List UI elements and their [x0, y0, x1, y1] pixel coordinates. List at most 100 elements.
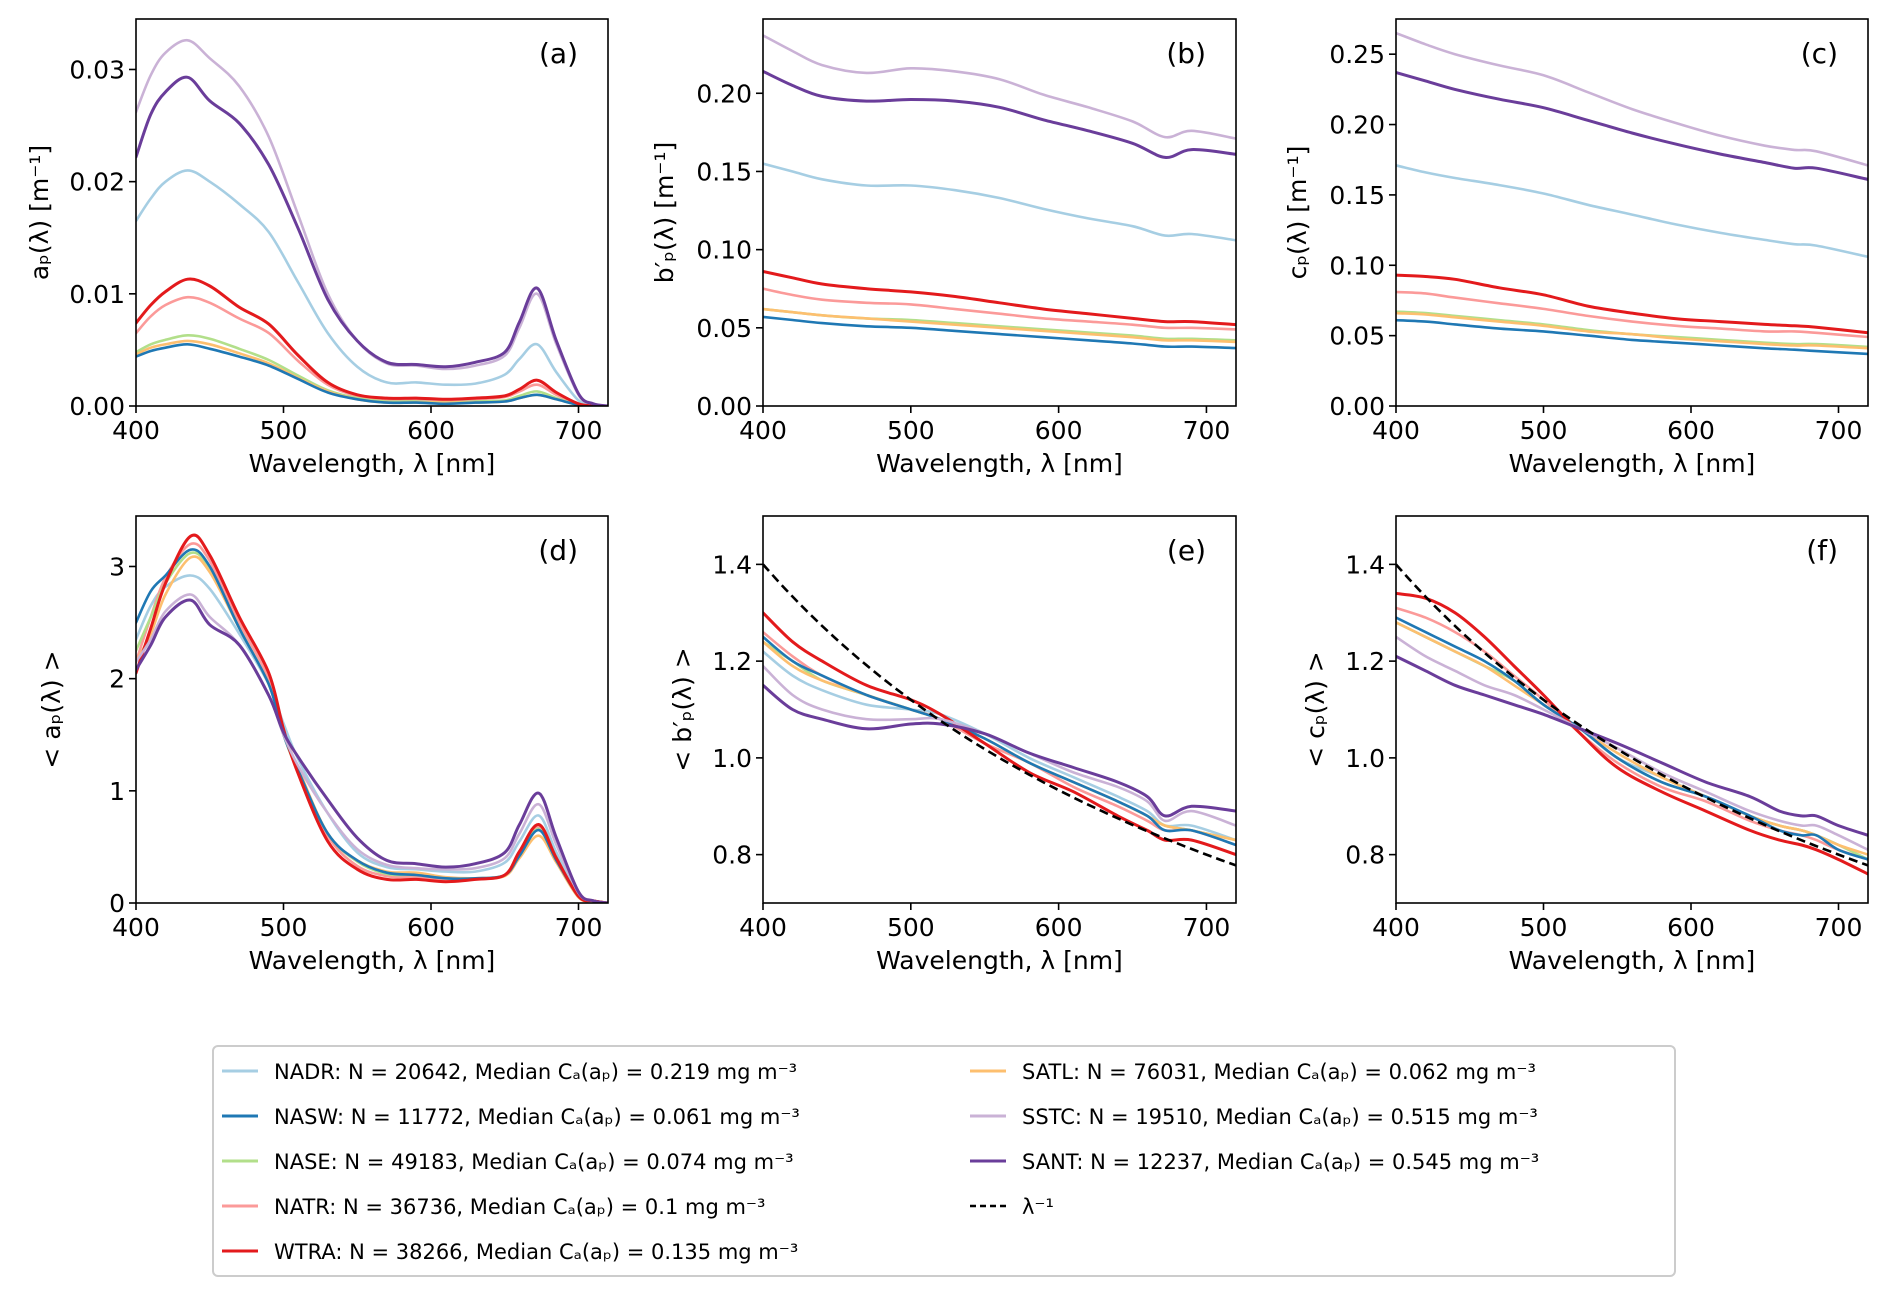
series-line-satl	[763, 307, 1236, 344]
x-tick-label: 500	[1520, 416, 1568, 445]
x-tick-label: 500	[1520, 913, 1568, 942]
x-tick-label: 600	[1667, 913, 1715, 942]
series-line-sant	[1396, 654, 1868, 837]
panel-c-frame	[1395, 18, 1869, 407]
x-tick-label: 600	[407, 913, 455, 942]
reference-line-lambda-inverse	[1396, 563, 1868, 867]
legend-item-lambda: λ⁻¹	[970, 1195, 1054, 1219]
panel-c-series	[1396, 31, 1868, 356]
panel-tag: (c)	[1801, 37, 1838, 70]
y-tick-label: 0.00	[69, 392, 125, 421]
panel-tag: (a)	[539, 37, 578, 70]
panel-b: 400 500 600 700 0.00 0.05 0.10 0.15 0.20 Waveleng…	[650, 18, 1237, 478]
x-tick-label: 500	[260, 416, 308, 445]
y-tick-label: 2	[109, 665, 125, 694]
series-line-wtra	[763, 611, 1236, 857]
legend-label: SANT: N = 12237, Median Cₐ(aₚ) = 0.545 m…	[1022, 1150, 1539, 1174]
series-line-wtra	[763, 270, 1236, 327]
series-line-nadr	[136, 574, 608, 903]
x-tick-label: 700	[555, 416, 603, 445]
y-tick-label: 0.20	[1329, 111, 1385, 140]
legend-item-nasw: NASW: N = 11772, Median Cₐ(aₚ) = 0.061 m…	[222, 1105, 800, 1129]
x-tick-label: 700	[1815, 913, 1863, 942]
legend-label: NADR: N = 20642, Median Cₐ(aₚ) = 0.219 m…	[274, 1060, 797, 1084]
legend-label: NASW: N = 11772, Median Cₐ(aₚ) = 0.061 m…	[274, 1105, 800, 1129]
series-line-sstc	[1396, 635, 1868, 852]
x-tick-label: 400	[739, 913, 787, 942]
legend-item-satl: SATL: N = 76031, Median Cₐ(aₚ) = 0.062 m…	[970, 1060, 1536, 1084]
series-line-natr	[136, 295, 608, 406]
legend-item-nadr: NADR: N = 20642, Median Cₐ(aₚ) = 0.219 m…	[222, 1060, 797, 1084]
x-axis-label: Wavelength, λ [nm]	[876, 946, 1123, 975]
x-tick-label: 600	[407, 416, 455, 445]
panel-e-frame	[762, 515, 1237, 904]
y-tick-label: 0.15	[1329, 181, 1385, 210]
y-tick-label: 0	[109, 889, 125, 918]
y-tick-label: 0.01	[69, 280, 125, 309]
panel-b-frame	[762, 18, 1237, 407]
panel-tag: (f)	[1806, 534, 1838, 567]
y-tick-label: 0.20	[696, 79, 752, 108]
x-tick-label: 500	[887, 913, 935, 942]
series-line-nadr	[763, 162, 1236, 242]
legend-label: λ⁻¹	[1022, 1195, 1054, 1219]
x-axis-label: Wavelength, λ [nm]	[249, 449, 496, 478]
y-axis-label: < b′ₚ(λ) >	[668, 647, 697, 771]
y-axis-label: < aₚ(λ) >	[37, 650, 66, 768]
y-tick-label: 0.05	[1329, 322, 1385, 351]
y-tick-label: 0.15	[696, 157, 752, 186]
y-tick-label: 1.4	[1345, 550, 1385, 579]
series-line-sstc	[136, 593, 608, 903]
legend-item-nase: NASE: N = 49183, Median Cₐ(aₚ) = 0.074 m…	[222, 1150, 794, 1174]
series-line-satl	[1396, 621, 1868, 856]
series-line-sant	[763, 683, 1236, 818]
x-tick-label: 700	[1815, 416, 1863, 445]
x-tick-label: 600	[1035, 913, 1083, 942]
y-tick-label: 0.10	[696, 236, 752, 265]
series-line-wtra	[1396, 273, 1868, 335]
panel-a: 400 500 600 700 0.00 0.01 0.02 0.03 Wavelength, …	[25, 18, 609, 478]
panel-f-frame	[1395, 515, 1869, 904]
y-tick-label: 0.10	[1329, 251, 1385, 280]
x-axis-label: Wavelength, λ [nm]	[1509, 946, 1756, 975]
x-tick-label: 400	[1372, 416, 1420, 445]
panel-a-series	[136, 38, 608, 406]
series-line-nasw	[136, 342, 608, 406]
x-tick-label: 500	[260, 913, 308, 942]
series-line-nasw	[763, 315, 1236, 350]
series-line-sant	[1396, 71, 1868, 181]
x-axis-label: Wavelength, λ [nm]	[1509, 449, 1756, 478]
y-tick-label: 3	[109, 552, 125, 581]
y-axis-label: b′ₚ(λ) [m⁻¹]	[650, 142, 679, 284]
x-axis-label: Wavelength, λ [nm]	[876, 449, 1123, 478]
series-line-nadr	[136, 169, 608, 406]
series-line-sant	[136, 598, 608, 903]
panel-tag: (d)	[538, 534, 578, 567]
series-line-natr	[1396, 290, 1868, 339]
y-tick-label: 1.2	[1345, 647, 1385, 676]
series-line-sstc	[763, 34, 1236, 140]
x-tick-label: 700	[1183, 913, 1231, 942]
series-line-natr	[763, 287, 1236, 331]
panel-e: 400 500 600 700 0.8 1.0 1.2 1.4 Wavelength, λ [n…	[668, 515, 1237, 975]
legend-item-sstc: SSTC: N = 19510, Median Cₐ(aₚ) = 0.515 m…	[970, 1105, 1538, 1129]
panels: 400 500 600 700 0.00 0.01 0.02 0.03 Wavelength, …	[25, 18, 1869, 975]
series-line-nasw	[763, 635, 1236, 847]
x-tick-label: 700	[1183, 416, 1231, 445]
y-tick-label: 0.00	[696, 392, 752, 421]
y-tick-label: 1.0	[1345, 744, 1385, 773]
legend-item-sant: SANT: N = 12237, Median Cₐ(aₚ) = 0.545 m…	[970, 1150, 1539, 1174]
y-tick-label: 0.8	[712, 841, 752, 870]
y-axis-label: cₚ(λ) [m⁻¹]	[1283, 146, 1312, 280]
y-tick-label: 0.25	[1329, 40, 1385, 69]
y-tick-label: 1.0	[712, 744, 752, 773]
x-tick-label: 700	[555, 913, 603, 942]
x-tick-label: 400	[1372, 913, 1420, 942]
y-tick-label: 0.02	[69, 168, 125, 197]
y-axis-label: aₚ(λ) [m⁻¹]	[25, 145, 54, 280]
legend-label: SATL: N = 76031, Median Cₐ(aₚ) = 0.062 m…	[1022, 1060, 1536, 1084]
series-line-nase	[1396, 310, 1868, 349]
x-tick-label: 400	[739, 416, 787, 445]
panel-d: 400 500 600 700 0 1 2 3 Wavelength, λ [nm] < aₚ(λ…	[37, 515, 609, 975]
series-line-nasw	[1396, 616, 1868, 861]
